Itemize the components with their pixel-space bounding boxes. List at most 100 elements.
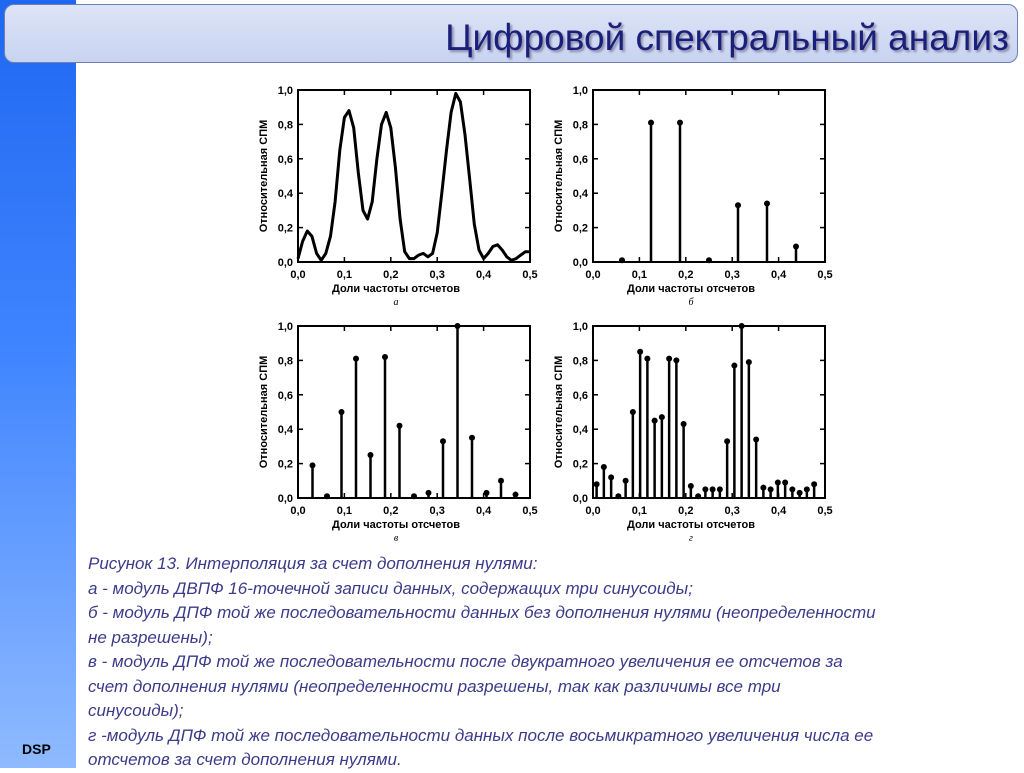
stem-marker <box>619 257 625 264</box>
stem-marker <box>648 119 654 126</box>
panel-label: г <box>689 533 693 544</box>
stem-marker <box>793 243 799 250</box>
x-axis-label: Доли частоты отсчетов <box>627 283 755 295</box>
y-tick-label: 0,2 <box>573 223 588 235</box>
x-tick-label: 0,2 <box>383 505 398 517</box>
plot-frame <box>592 89 826 263</box>
panel-label: в <box>394 533 399 544</box>
stem-marker <box>440 438 446 445</box>
stem-marker <box>677 119 683 126</box>
stem-marker <box>637 348 644 355</box>
x-tick-label: 0,5 <box>817 505 832 517</box>
x-tick-label: 0,5 <box>522 269 537 281</box>
y-axis-label: Относительная СПМ <box>258 120 270 233</box>
stem-marker <box>709 486 716 493</box>
caption-line: синусоиды); <box>88 701 184 720</box>
y-tick-label: 0,8 <box>573 355 588 367</box>
stem-marker <box>396 422 403 429</box>
x-tick-label: 0,3 <box>725 505 740 517</box>
caption-line: в - модуль ДПФ той же последовательности… <box>88 652 843 671</box>
x-tick-label: 0,0 <box>585 505 600 517</box>
slide-title: Цифровой спектральный анализ <box>445 17 1009 58</box>
y-tick-label: 0,0 <box>573 257 588 269</box>
stem-marker <box>745 359 752 366</box>
y-tick-label: 0,2 <box>278 223 293 235</box>
stem-marker <box>469 434 475 441</box>
stem-marker <box>803 486 810 493</box>
figure-caption: Рисунок 13. Интерполяция за счет дополне… <box>88 552 1014 773</box>
plot-frame <box>297 325 531 499</box>
x-tick-label: 0,3 <box>430 269 445 281</box>
x-axis-label: Доли частоты отсчетов <box>332 283 460 295</box>
stem-marker <box>731 362 738 369</box>
stem-marker <box>764 200 770 207</box>
stem-marker <box>353 355 359 362</box>
stem-marker <box>338 409 345 415</box>
stem-marker <box>716 486 723 493</box>
stem-marker <box>724 438 731 445</box>
panel-label: б <box>688 297 694 308</box>
x-tick-label: 0,5 <box>817 269 832 281</box>
x-tick-label: 0,4 <box>771 505 787 517</box>
caption-line: отсчетов за счет дополнения нулями. <box>88 750 402 769</box>
caption-line: а - модуль ДВПФ 16-точечной записи данны… <box>88 578 693 598</box>
caption-line: Рисунок 13. Интерполяция за счет дополне… <box>88 554 538 573</box>
x-tick-label: 0,4 <box>476 505 492 517</box>
x-tick-label: 0,1 <box>337 269 352 281</box>
stem-marker <box>593 481 600 488</box>
stem-marker <box>367 452 374 458</box>
dsp-label: DSP <box>22 741 51 757</box>
x-axis-label: Доли частоты отсчетов <box>627 519 755 531</box>
y-tick-label: 1,0 <box>573 86 588 97</box>
stem-marker <box>622 477 629 484</box>
stem-marker <box>600 464 607 471</box>
stem-marker <box>608 474 615 481</box>
y-tick-label: 0,0 <box>278 257 293 269</box>
stem-marker <box>673 357 680 364</box>
stem-marker <box>658 414 665 421</box>
chart-a: 0,0 0,2 0,4 0,6 0,8 1,0 0,0 0,1 0,2 0,3 0,4 0,5 Отно… <box>258 86 538 308</box>
chart-v: 0,0 0,2 0,4 0,6 0,8 1,0 0,0 0,1 0,2 0,3 0,4 0,5 Отно… <box>258 322 538 544</box>
stem-marker <box>767 486 774 493</box>
y-tick-label: 0,6 <box>573 154 588 166</box>
plot-frame <box>592 325 826 499</box>
stem-marker <box>796 489 803 496</box>
caption-line: счет дополнения нулями (неопределенности… <box>88 676 781 696</box>
x-tick-label: 0,1 <box>337 505 352 517</box>
x-tick-label: 0,5 <box>522 505 537 517</box>
chart-g: 0,0 0,2 0,4 0,6 0,8 1,0 0,0 0,1 0,2 0,3 0,4 0,5 Отно… <box>553 322 833 544</box>
plot-frame <box>297 89 531 263</box>
stem-marker <box>324 493 330 500</box>
caption-line: б - модуль ДПФ той же последовательности… <box>88 603 876 622</box>
y-tick-label: 0,0 <box>278 493 293 505</box>
y-tick-label: 0,8 <box>278 119 293 131</box>
x-tick-label: 0,0 <box>290 269 305 281</box>
y-tick-label: 0,8 <box>573 119 588 131</box>
stem-marker <box>738 323 745 329</box>
stem-marker <box>774 479 781 486</box>
panel-label: а <box>394 297 399 308</box>
stem-marker <box>687 482 694 489</box>
y-tick-label: 1,0 <box>573 322 588 333</box>
x-tick-label: 0,2 <box>383 269 398 281</box>
stem-marker <box>615 493 622 500</box>
stem-marker <box>760 484 767 491</box>
y-tick-label: 0,8 <box>278 355 293 367</box>
stem-marker <box>512 491 519 498</box>
x-tick-label: 0,3 <box>725 269 740 281</box>
stem-marker <box>425 489 432 496</box>
stem-marker <box>411 493 417 500</box>
y-tick-label: 0,4 <box>573 188 589 200</box>
chart-b: 0,0 0,2 0,4 0,6 0,8 1,0 0,0 0,1 0,2 0,3 0,4 0,5 Отно… <box>553 86 833 308</box>
stem-marker <box>789 486 796 493</box>
stem-marker <box>702 486 709 493</box>
x-tick-label: 0,1 <box>632 505 647 517</box>
stem-marker <box>651 417 658 424</box>
y-tick-label: 0,2 <box>278 459 293 471</box>
stem-marker <box>498 477 504 484</box>
x-tick-label: 0,3 <box>430 505 445 517</box>
y-tick-label: 0,6 <box>278 154 293 166</box>
x-tick-label: 0,4 <box>771 269 787 281</box>
stem-marker <box>735 202 741 209</box>
spectrum-line <box>296 91 530 262</box>
